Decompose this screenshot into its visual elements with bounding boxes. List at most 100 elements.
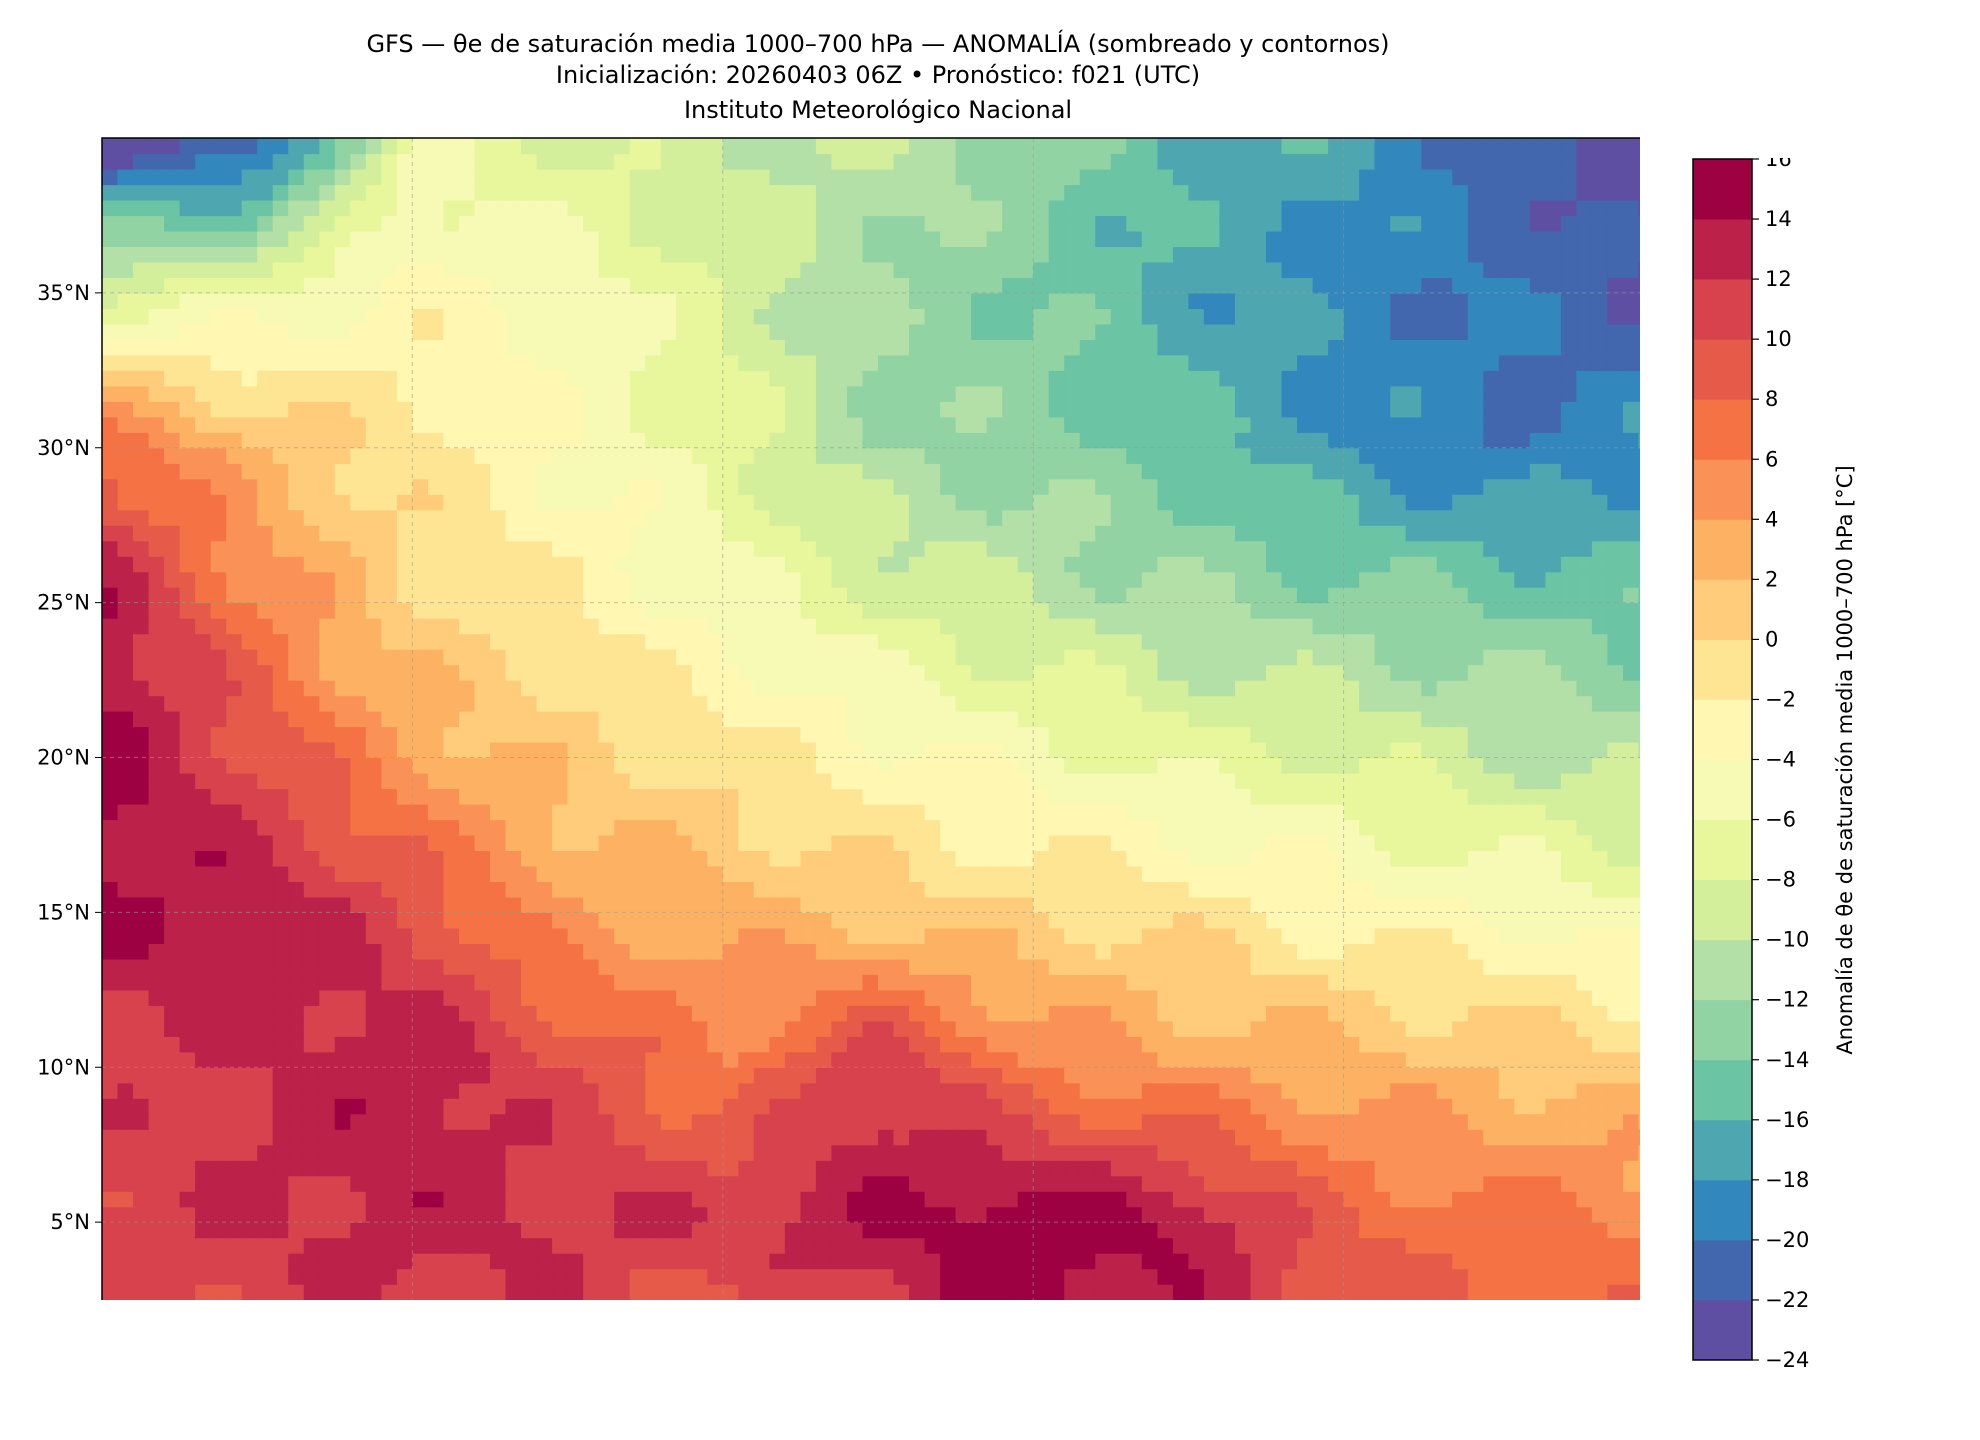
field-cell: [909, 1222, 926, 1239]
field-cell: [1452, 1113, 1469, 1130]
field-cell: [738, 958, 755, 975]
field-cell: [179, 1082, 196, 1099]
field-cell: [1064, 1237, 1081, 1254]
field-cell: [1560, 726, 1577, 743]
field-cell: [940, 757, 957, 774]
field-cell: [971, 788, 988, 805]
field-cell: [257, 912, 274, 929]
field-cell: [1638, 1144, 1640, 1161]
field-cell: [521, 1036, 538, 1053]
field-cell: [521, 664, 538, 681]
field-cell: [350, 912, 367, 929]
field-cell: [179, 974, 196, 991]
field-cell: [598, 865, 615, 882]
field-cell: [986, 1284, 1003, 1300]
field-cell: [1607, 633, 1624, 650]
field-cell: [800, 1020, 817, 1037]
field-cell: [1141, 773, 1158, 790]
field-cell: [1250, 1113, 1267, 1130]
field-cell: [1095, 788, 1112, 805]
field-cell: [102, 1160, 119, 1177]
field-cell: [1390, 1237, 1407, 1254]
field-cell: [288, 896, 305, 913]
field-cell: [210, 1222, 227, 1239]
field-cell: [179, 1160, 196, 1177]
field-cell: [598, 834, 615, 851]
field-cell: [1607, 1206, 1624, 1223]
field-cell: [1126, 602, 1143, 619]
field-cell: [412, 711, 429, 728]
field-cell: [1529, 819, 1546, 836]
field-cell: [1312, 958, 1329, 975]
field-cell: [459, 1020, 476, 1037]
field-cell: [1483, 649, 1500, 666]
field-cell: [1281, 1175, 1298, 1192]
field-cell: [722, 742, 739, 759]
field-cell: [427, 1113, 444, 1130]
field-cell: [660, 1020, 677, 1037]
field-cell: [1467, 1144, 1484, 1161]
field-cell: [1141, 1067, 1158, 1084]
field-cell: [1126, 1067, 1143, 1084]
field-cell: [1203, 974, 1220, 991]
field-cell: [1172, 974, 1189, 991]
field-cell: [1002, 757, 1019, 774]
field-cell: [1281, 695, 1298, 712]
field-cell: [1219, 711, 1236, 728]
field-cell: [412, 602, 429, 619]
field-cell: [660, 927, 677, 944]
field-cell: [1343, 742, 1360, 759]
field-cell: [676, 804, 693, 821]
field-cell: [102, 1113, 119, 1130]
field-cell: [722, 1129, 739, 1146]
field-cell: [1359, 804, 1376, 821]
field-cell: [753, 1082, 770, 1099]
field-cell: [784, 1206, 801, 1223]
field-cell: [738, 1253, 755, 1270]
field-cell: [381, 819, 398, 836]
field-cell: [1250, 711, 1267, 728]
field-cell: [412, 1113, 429, 1130]
field-cell: [1064, 1113, 1081, 1130]
field-cell: [629, 1098, 646, 1115]
field-cell: [1498, 1268, 1515, 1285]
field-cell: [629, 1160, 646, 1177]
field-cell: [722, 633, 739, 650]
field-cell: [1328, 1113, 1345, 1130]
field-cell: [505, 1113, 522, 1130]
field-cell: [1033, 773, 1050, 790]
field-cell: [1095, 1268, 1112, 1285]
field-cell: [971, 1144, 988, 1161]
field-cell: [1591, 773, 1608, 790]
field-cell: [257, 1129, 274, 1146]
field-cell: [1591, 1160, 1608, 1177]
field-cell: [1405, 989, 1422, 1006]
field-cell: [1110, 1222, 1127, 1239]
field-cell: [1498, 896, 1515, 913]
field-cell: [847, 1206, 864, 1223]
field-cell: [1436, 1051, 1453, 1068]
field-cell: [195, 1098, 212, 1115]
field-cell: [1390, 881, 1407, 898]
field-cell: [1064, 834, 1081, 851]
field-cell: [303, 1206, 320, 1223]
field-cell: [1374, 1222, 1391, 1239]
field-cell: [1312, 711, 1329, 728]
field-cell: [490, 819, 507, 836]
field-cell: [552, 881, 569, 898]
field-cell: [133, 927, 150, 944]
field-cell: [1359, 1129, 1376, 1146]
field-cell: [195, 850, 212, 867]
field-cell: [971, 1175, 988, 1192]
field-cell: [645, 1051, 662, 1068]
field-cell: [396, 742, 413, 759]
field-cell: [1452, 943, 1469, 960]
field-cell: [567, 974, 584, 991]
field-cell: [1297, 773, 1314, 790]
field-cell: [521, 773, 538, 790]
field-cell: [769, 1113, 786, 1130]
field-cell: [1343, 1144, 1360, 1161]
field-cell: [1607, 1284, 1624, 1300]
field-cell: [862, 834, 879, 851]
field-cell: [645, 1191, 662, 1208]
